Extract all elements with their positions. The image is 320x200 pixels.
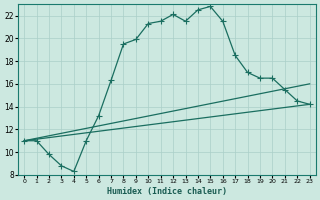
X-axis label: Humidex (Indice chaleur): Humidex (Indice chaleur) [107,187,227,196]
